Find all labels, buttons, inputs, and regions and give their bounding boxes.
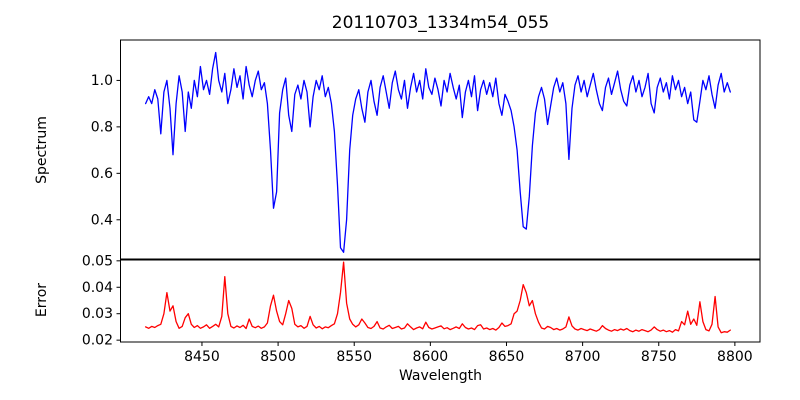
plot-panels: 0.4 0.6 0.8 1.0 0.02 0.03 0.04 0.05 8450 8500 8550… — [82, 39, 761, 365]
error-line — [144, 261, 731, 334]
error-panel-frame — [120, 259, 761, 343]
y-tick-label: 0.03 — [82, 306, 113, 322]
x-tick-label: 8650 — [489, 349, 525, 365]
y-tick-label: 0.04 — [82, 280, 113, 296]
x-tick-label: 8750 — [641, 349, 677, 365]
error-y-axis-label: Error — [34, 283, 50, 317]
y-tick-label: 0.05 — [82, 253, 113, 269]
x-tick-label: 8600 — [413, 349, 449, 365]
spectrum-line — [144, 51, 731, 253]
spectrum-y-axis-label: Spectrum — [34, 116, 50, 184]
y-tick-label: 0.02 — [82, 333, 113, 349]
x-tick-label: 8700 — [565, 349, 601, 365]
y-tick-label: 1.0 — [91, 73, 113, 89]
x-tick-label: 8800 — [717, 349, 753, 365]
x-tick-label: 8450 — [184, 349, 220, 365]
x-tick-label: 8550 — [336, 349, 372, 365]
y-tick-label: 0.4 — [91, 212, 113, 228]
x-tick-label: 8500 — [260, 349, 296, 365]
chart-title: 20110703_1334m54_055 — [332, 13, 549, 33]
spectrum-panel-frame — [120, 39, 761, 260]
y-tick-label: 0.8 — [91, 119, 113, 135]
y-tick-label: 0.6 — [91, 166, 113, 182]
x-axis-label: Wavelength — [399, 368, 482, 384]
